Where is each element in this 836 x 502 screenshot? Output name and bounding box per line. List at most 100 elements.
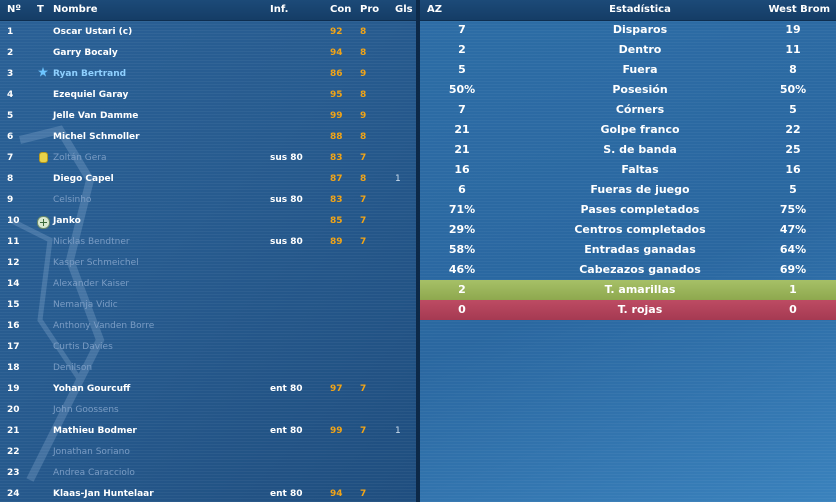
stat-away-value: 0 bbox=[789, 303, 797, 316]
player-goals: 1 bbox=[395, 426, 401, 436]
player-row[interactable]: 22 Jonathan Soriano bbox=[0, 441, 416, 462]
yellow-card-icon bbox=[40, 153, 47, 162]
player-row[interactable]: 14 Alexander Kaiser bbox=[0, 273, 416, 294]
stat-home-value: 7 bbox=[458, 23, 466, 36]
header-pro[interactable]: Pro bbox=[360, 4, 380, 15]
player-number: 9 bbox=[7, 195, 14, 205]
away-team-label: West Brom bbox=[768, 4, 830, 15]
player-number: 23 bbox=[7, 468, 20, 478]
player-row[interactable]: 12 Kasper Schmeichel bbox=[0, 252, 416, 273]
player-condition: 92 bbox=[330, 27, 343, 37]
player-row[interactable]: 3 Ryan Bertrand 86 9 bbox=[0, 63, 416, 84]
player-number: 22 bbox=[7, 447, 20, 457]
stat-away-value: 47% bbox=[779, 223, 807, 236]
player-row[interactable]: 7 Zoltán Gera sus 80 83 7 bbox=[0, 147, 416, 168]
squad-panel: Nº T Nombre Inf. Con Pro Gls 1 Oscar Usta… bbox=[0, 0, 416, 502]
player-row[interactable]: 24 Klaas-Jan Huntelaar ent 80 94 7 bbox=[0, 483, 416, 502]
header-info[interactable]: Inf. bbox=[270, 4, 289, 15]
player-condition: 94 bbox=[330, 489, 343, 499]
stat-home-value: 21 bbox=[454, 123, 470, 136]
player-number: 8 bbox=[7, 174, 14, 184]
stat-label: Pases completados bbox=[580, 203, 700, 216]
header-condition[interactable]: Con bbox=[330, 4, 352, 15]
stat-away-value: 5 bbox=[789, 103, 797, 116]
stat-away-value: 11 bbox=[785, 43, 801, 56]
player-row[interactable]: 18 Denilson bbox=[0, 357, 416, 378]
player-row[interactable]: 20 John Goossens bbox=[0, 399, 416, 420]
player-row[interactable]: 1 Oscar Ustari (c) 92 8 bbox=[0, 21, 416, 42]
stat-label: Posesión bbox=[612, 83, 668, 96]
player-number: 10 bbox=[7, 216, 20, 226]
player-row[interactable]: 11 Nicklas Bendtner sus 80 89 7 bbox=[0, 231, 416, 252]
stat-away-value: 69% bbox=[779, 263, 807, 276]
player-pro: 9 bbox=[360, 69, 367, 79]
player-condition: 94 bbox=[330, 48, 343, 58]
player-name: Michel Schmoller bbox=[53, 132, 140, 142]
squad-header: Nº T Nombre Inf. Con Pro Gls bbox=[0, 0, 416, 21]
player-info: sus 80 bbox=[270, 237, 303, 247]
stat-label: Fuera bbox=[622, 63, 658, 76]
player-row[interactable]: 17 Curtis Davies bbox=[0, 336, 416, 357]
player-row[interactable]: 2 Garry Bocaly 94 8 bbox=[0, 42, 416, 63]
player-pro: 7 bbox=[360, 216, 367, 226]
stat-home-value: 0 bbox=[458, 303, 466, 316]
player-row[interactable]: 16 Anthony Vanden Borre bbox=[0, 315, 416, 336]
panel-divider bbox=[416, 0, 420, 502]
player-condition: 88 bbox=[330, 132, 343, 142]
player-number: 19 bbox=[7, 384, 20, 394]
stat-row: 7 Disparos 19 bbox=[420, 20, 836, 40]
stat-home-value: 71% bbox=[448, 203, 476, 216]
player-number: 7 bbox=[7, 153, 14, 163]
stat-label: Golpe franco bbox=[600, 123, 680, 136]
player-pro: 8 bbox=[360, 48, 367, 58]
player-condition: 89 bbox=[330, 237, 343, 247]
header-name[interactable]: Nombre bbox=[53, 4, 98, 15]
stat-label: Dentro bbox=[618, 43, 662, 56]
header-goals[interactable]: Gls bbox=[395, 4, 413, 15]
stat-label: Disparos bbox=[612, 23, 668, 36]
stat-row: 21 S. de banda 25 bbox=[420, 140, 836, 160]
player-pro: 7 bbox=[360, 489, 367, 499]
player-name: Zoltán Gera bbox=[53, 153, 107, 163]
header-tactic[interactable]: T bbox=[37, 4, 44, 15]
player-name: Nicklas Bendtner bbox=[53, 237, 130, 247]
player-info: ent 80 bbox=[270, 426, 303, 436]
player-name: Jelle Van Damme bbox=[53, 111, 139, 121]
stat-label: Fueras de juego bbox=[590, 183, 690, 196]
player-name: Kasper Schmeichel bbox=[53, 258, 139, 268]
player-pro: 7 bbox=[360, 237, 367, 247]
player-row[interactable]: 10 Janko 85 7 bbox=[0, 210, 416, 231]
stat-row: 46% Cabezazos ganados 69% bbox=[420, 260, 836, 280]
stat-away-value: 64% bbox=[779, 243, 807, 256]
player-row[interactable]: 15 Nemanja Vidic bbox=[0, 294, 416, 315]
player-row[interactable]: 21 Mathieu Bodmer ent 80 99 7 1 bbox=[0, 420, 416, 441]
player-number: 2 bbox=[7, 48, 14, 58]
stat-home-value: 6 bbox=[458, 183, 466, 196]
background-decoration bbox=[8, 125, 105, 482]
player-info: ent 80 bbox=[270, 384, 303, 394]
player-row[interactable]: 6 Michel Schmoller 88 8 bbox=[0, 126, 416, 147]
stat-home-value: 29% bbox=[448, 223, 476, 236]
player-condition: 83 bbox=[330, 153, 343, 163]
player-row[interactable]: 5 Jelle Van Damme 99 9 bbox=[0, 105, 416, 126]
player-name: Celsinho bbox=[53, 195, 92, 205]
stat-row: 29% Centros completados 47% bbox=[420, 220, 836, 240]
stat-away-value: 22 bbox=[785, 123, 801, 136]
player-row[interactable]: 8 Diego Capel 87 8 1 bbox=[0, 168, 416, 189]
player-name: Mathieu Bodmer bbox=[53, 426, 137, 436]
player-row[interactable]: 19 Yohan Gourcuff ent 80 97 7 bbox=[0, 378, 416, 399]
player-info: ent 80 bbox=[270, 489, 303, 499]
player-pro: 7 bbox=[360, 153, 367, 163]
player-row[interactable]: 23 Andrea Caracciolo bbox=[0, 462, 416, 483]
player-row[interactable]: 9 Celsinho sus 80 83 7 bbox=[0, 189, 416, 210]
player-pro: 8 bbox=[360, 174, 367, 184]
stat-label: Córners bbox=[615, 103, 665, 116]
player-pro: 8 bbox=[360, 90, 367, 100]
header-number[interactable]: Nº bbox=[7, 4, 22, 15]
player-name: Yohan Gourcuff bbox=[53, 384, 131, 394]
player-number: 6 bbox=[7, 132, 14, 142]
stat-home-value: 46% bbox=[448, 263, 476, 276]
player-row[interactable]: 4 Ezequiel Garay 95 8 bbox=[0, 84, 416, 105]
player-condition: 85 bbox=[330, 216, 343, 226]
stat-row: 16 Faltas 16 bbox=[420, 160, 836, 180]
